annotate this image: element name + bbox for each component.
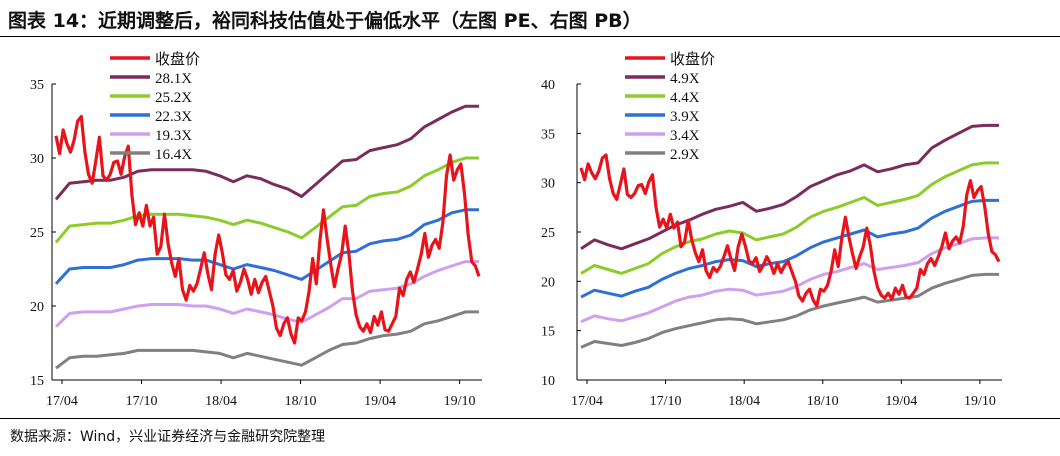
source-note: 数据来源：Wind，兴业证券经济与金融研究院整理 xyxy=(10,429,326,445)
x-tick-label: 18/10 xyxy=(807,394,839,409)
y-tick-label: 35 xyxy=(541,127,555,142)
band-line-3.9X xyxy=(580,198,999,299)
legend-label: 16.4X xyxy=(155,147,192,163)
legend-label: 28.1X xyxy=(155,71,192,87)
x-tick-label: 17/04 xyxy=(46,394,78,409)
y-tick-label: 15 xyxy=(541,325,555,340)
figure-title: 图表 14：近期调整后，裕同科技估值处于偏低水平（左图 PE、右图 PB） xyxy=(8,10,642,32)
y-tick-label: 15 xyxy=(30,374,44,389)
pb-band-chart: 10 15 20 25 30 35 40 17/04 17/10 18/04 18/10 19/04 1… xyxy=(541,50,1002,409)
top-rule xyxy=(0,36,1060,37)
y-tick-label: 25 xyxy=(541,226,555,241)
legend-label: 19.3X xyxy=(155,128,192,144)
x-tick-label: 18/10 xyxy=(285,394,317,409)
x-tick-label: 19/10 xyxy=(964,394,996,409)
band-line-3.4X xyxy=(580,236,999,324)
y-tick-label: 10 xyxy=(541,374,555,389)
band-line-2.9X xyxy=(580,272,999,349)
pe-band-chart: 15 20 25 30 35 17/04 17/10 18/04 18/10 19/04 19/10… xyxy=(30,50,482,409)
x-tick-label: 19/04 xyxy=(885,394,917,409)
band-line-22.3X xyxy=(54,208,479,285)
legend-label: 收盘价 xyxy=(670,50,715,68)
y-tick-label: 20 xyxy=(30,300,44,315)
band-line-25.2X xyxy=(54,156,479,244)
legend-label: 22.3X xyxy=(155,109,192,125)
x-tick-label: 18/04 xyxy=(205,394,237,409)
band-line-4.4X xyxy=(580,161,999,275)
price-line xyxy=(579,153,1001,308)
y-tick-label: 30 xyxy=(541,177,555,192)
legend-label: 25.2X xyxy=(155,90,192,106)
y-tick-label: 40 xyxy=(541,78,555,93)
x-tick-label: 19/04 xyxy=(364,394,396,409)
y-tick-label: 20 xyxy=(541,275,555,290)
band-line-19.3X xyxy=(54,260,479,328)
band-line-16.4X xyxy=(55,310,479,370)
band-line-4.9X xyxy=(580,123,999,251)
x-tick-label: 19/10 xyxy=(444,394,476,409)
x-tick-label: 17/10 xyxy=(126,394,158,409)
legend-label: 4.9X xyxy=(670,71,700,87)
y-tick-label: 25 xyxy=(30,226,44,241)
x-tick-label: 18/04 xyxy=(728,394,760,409)
legend-label: 3.9X xyxy=(670,109,700,125)
bottom-rule xyxy=(0,418,1060,419)
legend-label: 4.4X xyxy=(670,90,700,106)
x-tick-label: 17/10 xyxy=(650,394,682,409)
x-tick-label: 17/04 xyxy=(571,394,603,409)
band-line-28.1X xyxy=(54,104,479,201)
legend-label: 3.4X xyxy=(670,128,700,144)
y-tick-label: 30 xyxy=(30,152,44,167)
legend-label: 2.9X xyxy=(670,147,700,163)
legend-label: 收盘价 xyxy=(155,50,200,68)
y-tick-label: 35 xyxy=(30,78,44,93)
